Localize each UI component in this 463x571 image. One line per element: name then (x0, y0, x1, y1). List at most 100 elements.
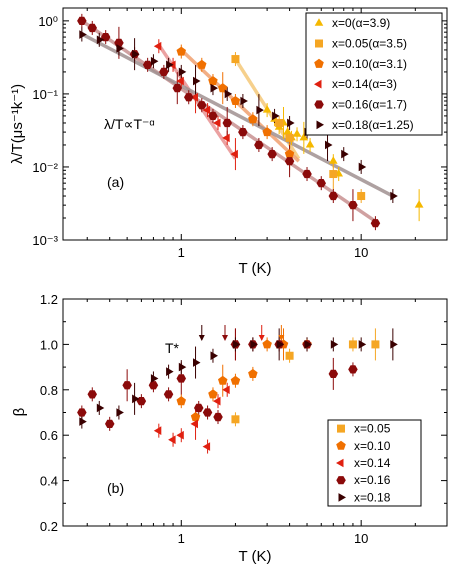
legend-marker-x-0-10-3-1 (314, 58, 324, 68)
legend-label-x-0-18: x=0.18 (354, 490, 391, 504)
legend-label-x-0-10: x=0.10 (354, 439, 391, 453)
point-x-0-14-6 (222, 385, 230, 395)
panel-a-xlabel: T (K) (238, 260, 271, 277)
point-x-0-18-1-25-15 (325, 140, 333, 150)
point-x-0-16-1-7-8 (184, 93, 194, 102)
x-tick-label-b-1: 10 (354, 531, 368, 546)
point-x-0-16-1-7-18 (328, 191, 339, 201)
y-tick-label-a-0: 10⁻³ (32, 233, 58, 248)
panel-a-ticks: 1 10 10⁻³ 10⁻² 10⁻¹ 10⁰ (32, 8, 448, 260)
point-x-0-16-1-7-2 (100, 33, 111, 42)
point-x-0-16-1-7-16 (302, 169, 312, 179)
point-x-0-18-11 (276, 340, 285, 349)
point-x-0-3-9-0 (262, 105, 272, 113)
y-tick-label-a-1: 10⁻² (32, 160, 58, 175)
point-x-0-16-1-7-5 (142, 60, 153, 69)
point-x-0-3-9-6 (292, 129, 302, 137)
panel-b: 1 10 0.2 0.4 0.6 0.8 1.0 1.2 T (K) β (b) T* x=0… (11, 292, 448, 565)
y-tick-label-b-4: 1.0 (40, 337, 58, 352)
panel-b-tstar-label: T* (165, 340, 180, 356)
panel-b-legend: x=0.05 x=0.10 x=0.14 x=0.16 x=0.18 (327, 419, 422, 507)
point-x-0-3-9-7 (299, 132, 309, 141)
point-x-0-14-3-4 (202, 105, 211, 115)
legend-label-x-0-16: x=0.16 (354, 473, 391, 487)
legend-label-x-0-14: x=0.14 (354, 456, 391, 470)
point-x-0-18-9 (232, 340, 241, 349)
point-x-0-16-1-7-13 (254, 140, 264, 150)
point-x-0-18-1-25-1 (96, 35, 105, 45)
point-x-0-10-3-1-0 (176, 46, 186, 56)
point-x-0-14-5 (213, 396, 221, 406)
fit-line-x-0-18-1-25 (81, 32, 394, 198)
point-x-0-3-9-8 (305, 140, 315, 148)
point-x-0-05-3-5-0 (231, 55, 240, 64)
legend-marker-x-0-14-3 (314, 79, 322, 89)
point-x-0-18-6 (178, 362, 187, 372)
panel-a-legend: x=0(α=3.9) x=0.05(α=3.5) x=0.10(α=3.1) x=0.… (305, 12, 443, 136)
point-x-0-18-1-25-10 (240, 96, 248, 106)
legend-label-x-0-18-1-25: x=0.18(α=1.25) (332, 118, 414, 132)
point-x-0-16-7 (176, 374, 186, 383)
point-x-0-16-1-7-9 (197, 101, 207, 110)
point-x-0-16-10 (213, 412, 223, 422)
panel-b-points (77, 339, 398, 451)
point-x-0-3-9-4 (283, 127, 292, 135)
point-x-0-16-1 (87, 390, 97, 399)
x-tick-label-a-1: 10 (354, 245, 368, 260)
legend-label-x-0-05-3-5: x=0.05(α=3.5) (332, 37, 407, 51)
point-x-0-05-2 (348, 340, 357, 349)
panel-a-label: (a) (107, 174, 124, 190)
point-x-0-10-5 (248, 368, 258, 378)
point-x-0-14-4 (202, 442, 211, 451)
point-x-0-18-5 (166, 367, 174, 376)
point-x-0-18-1-25-6 (178, 67, 187, 77)
point-x-0-18-10 (250, 340, 258, 349)
panel-b-label: (b) (107, 480, 124, 496)
y-tick-label-b-2: 0.6 (40, 428, 58, 443)
point-x-0-18-12 (304, 340, 312, 349)
legend-label-x-0-14-3: x=0.14(α=3) (332, 77, 397, 91)
point-x-0-14-3-5 (213, 118, 221, 128)
point-x-0-18-3 (132, 394, 140, 404)
tstar-arrow-head-3 (278, 335, 285, 341)
point-x-0-18-15 (390, 340, 398, 349)
legend-marker-x-0-05 (337, 424, 345, 433)
point-x-0-18-13 (330, 340, 339, 349)
legend-marker-x-0-16-1-7 (314, 100, 324, 109)
point-x-0-10-4 (230, 375, 241, 385)
point-x-0-16-16 (348, 365, 358, 374)
point-x-0-10-6 (262, 339, 272, 349)
point-x-0-16-1-7-10 (208, 111, 218, 120)
point-x-0-16-1-7-20 (370, 219, 381, 228)
point-x-0-16-1-7-11 (222, 118, 232, 128)
legend-label-x-0-16-1-7: x=0.16(α=1.7) (332, 98, 407, 112)
point-x-0-16-1-7-12 (238, 128, 248, 137)
point-x-0-18-1-25-8 (210, 83, 218, 93)
point-x-0-10-3-1-6 (262, 127, 272, 137)
point-x-0-10-3 (218, 375, 228, 385)
point-x-0-18-1-25-16 (341, 149, 349, 159)
y-tick-label-b-5: 1.2 (40, 292, 58, 307)
point-x-0-14-3 (190, 419, 198, 429)
point-x-0-18-1-25-17 (358, 162, 367, 172)
point-x-0-10-3-1-2 (208, 76, 218, 86)
point-x-0-18-1-25-5 (166, 60, 174, 70)
panel-b-tstar-arrows (198, 325, 285, 341)
point-x-0-10-3-1-1 (197, 59, 207, 69)
tstar-arrow-head-1 (222, 335, 229, 341)
point-x-0-14-3-7 (230, 149, 238, 159)
point-x-0-14-3-3 (190, 92, 198, 102)
legend-marker-x-0-14 (336, 458, 344, 468)
point-x-0-10-1 (190, 412, 201, 422)
point-x-0-16-1-7-17 (316, 179, 326, 188)
y-tick-label-a-3: 10⁰ (38, 14, 58, 29)
legend-marker-x-0-18-1-25 (316, 120, 324, 130)
tstar-arrow-head-0 (198, 335, 205, 341)
panel-a-points (77, 16, 424, 228)
point-x-0-18-1-25-2 (116, 44, 124, 53)
point-x-0-16-1-7-7 (172, 84, 182, 93)
panel-a-legend-box (305, 12, 443, 136)
point-x-0-16-9 (202, 408, 213, 417)
point-x-0-3-9-11 (414, 200, 424, 208)
